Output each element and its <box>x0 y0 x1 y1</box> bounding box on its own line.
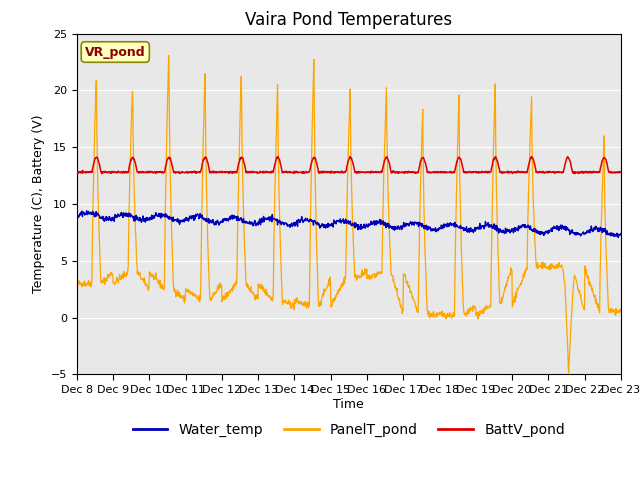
Text: VR_pond: VR_pond <box>85 46 145 59</box>
X-axis label: Time: Time <box>333 397 364 410</box>
Title: Vaira Pond Temperatures: Vaira Pond Temperatures <box>245 11 452 29</box>
Y-axis label: Temperature (C), Battery (V): Temperature (C), Battery (V) <box>32 115 45 293</box>
Legend: Water_temp, PanelT_pond, BattV_pond: Water_temp, PanelT_pond, BattV_pond <box>127 417 571 443</box>
